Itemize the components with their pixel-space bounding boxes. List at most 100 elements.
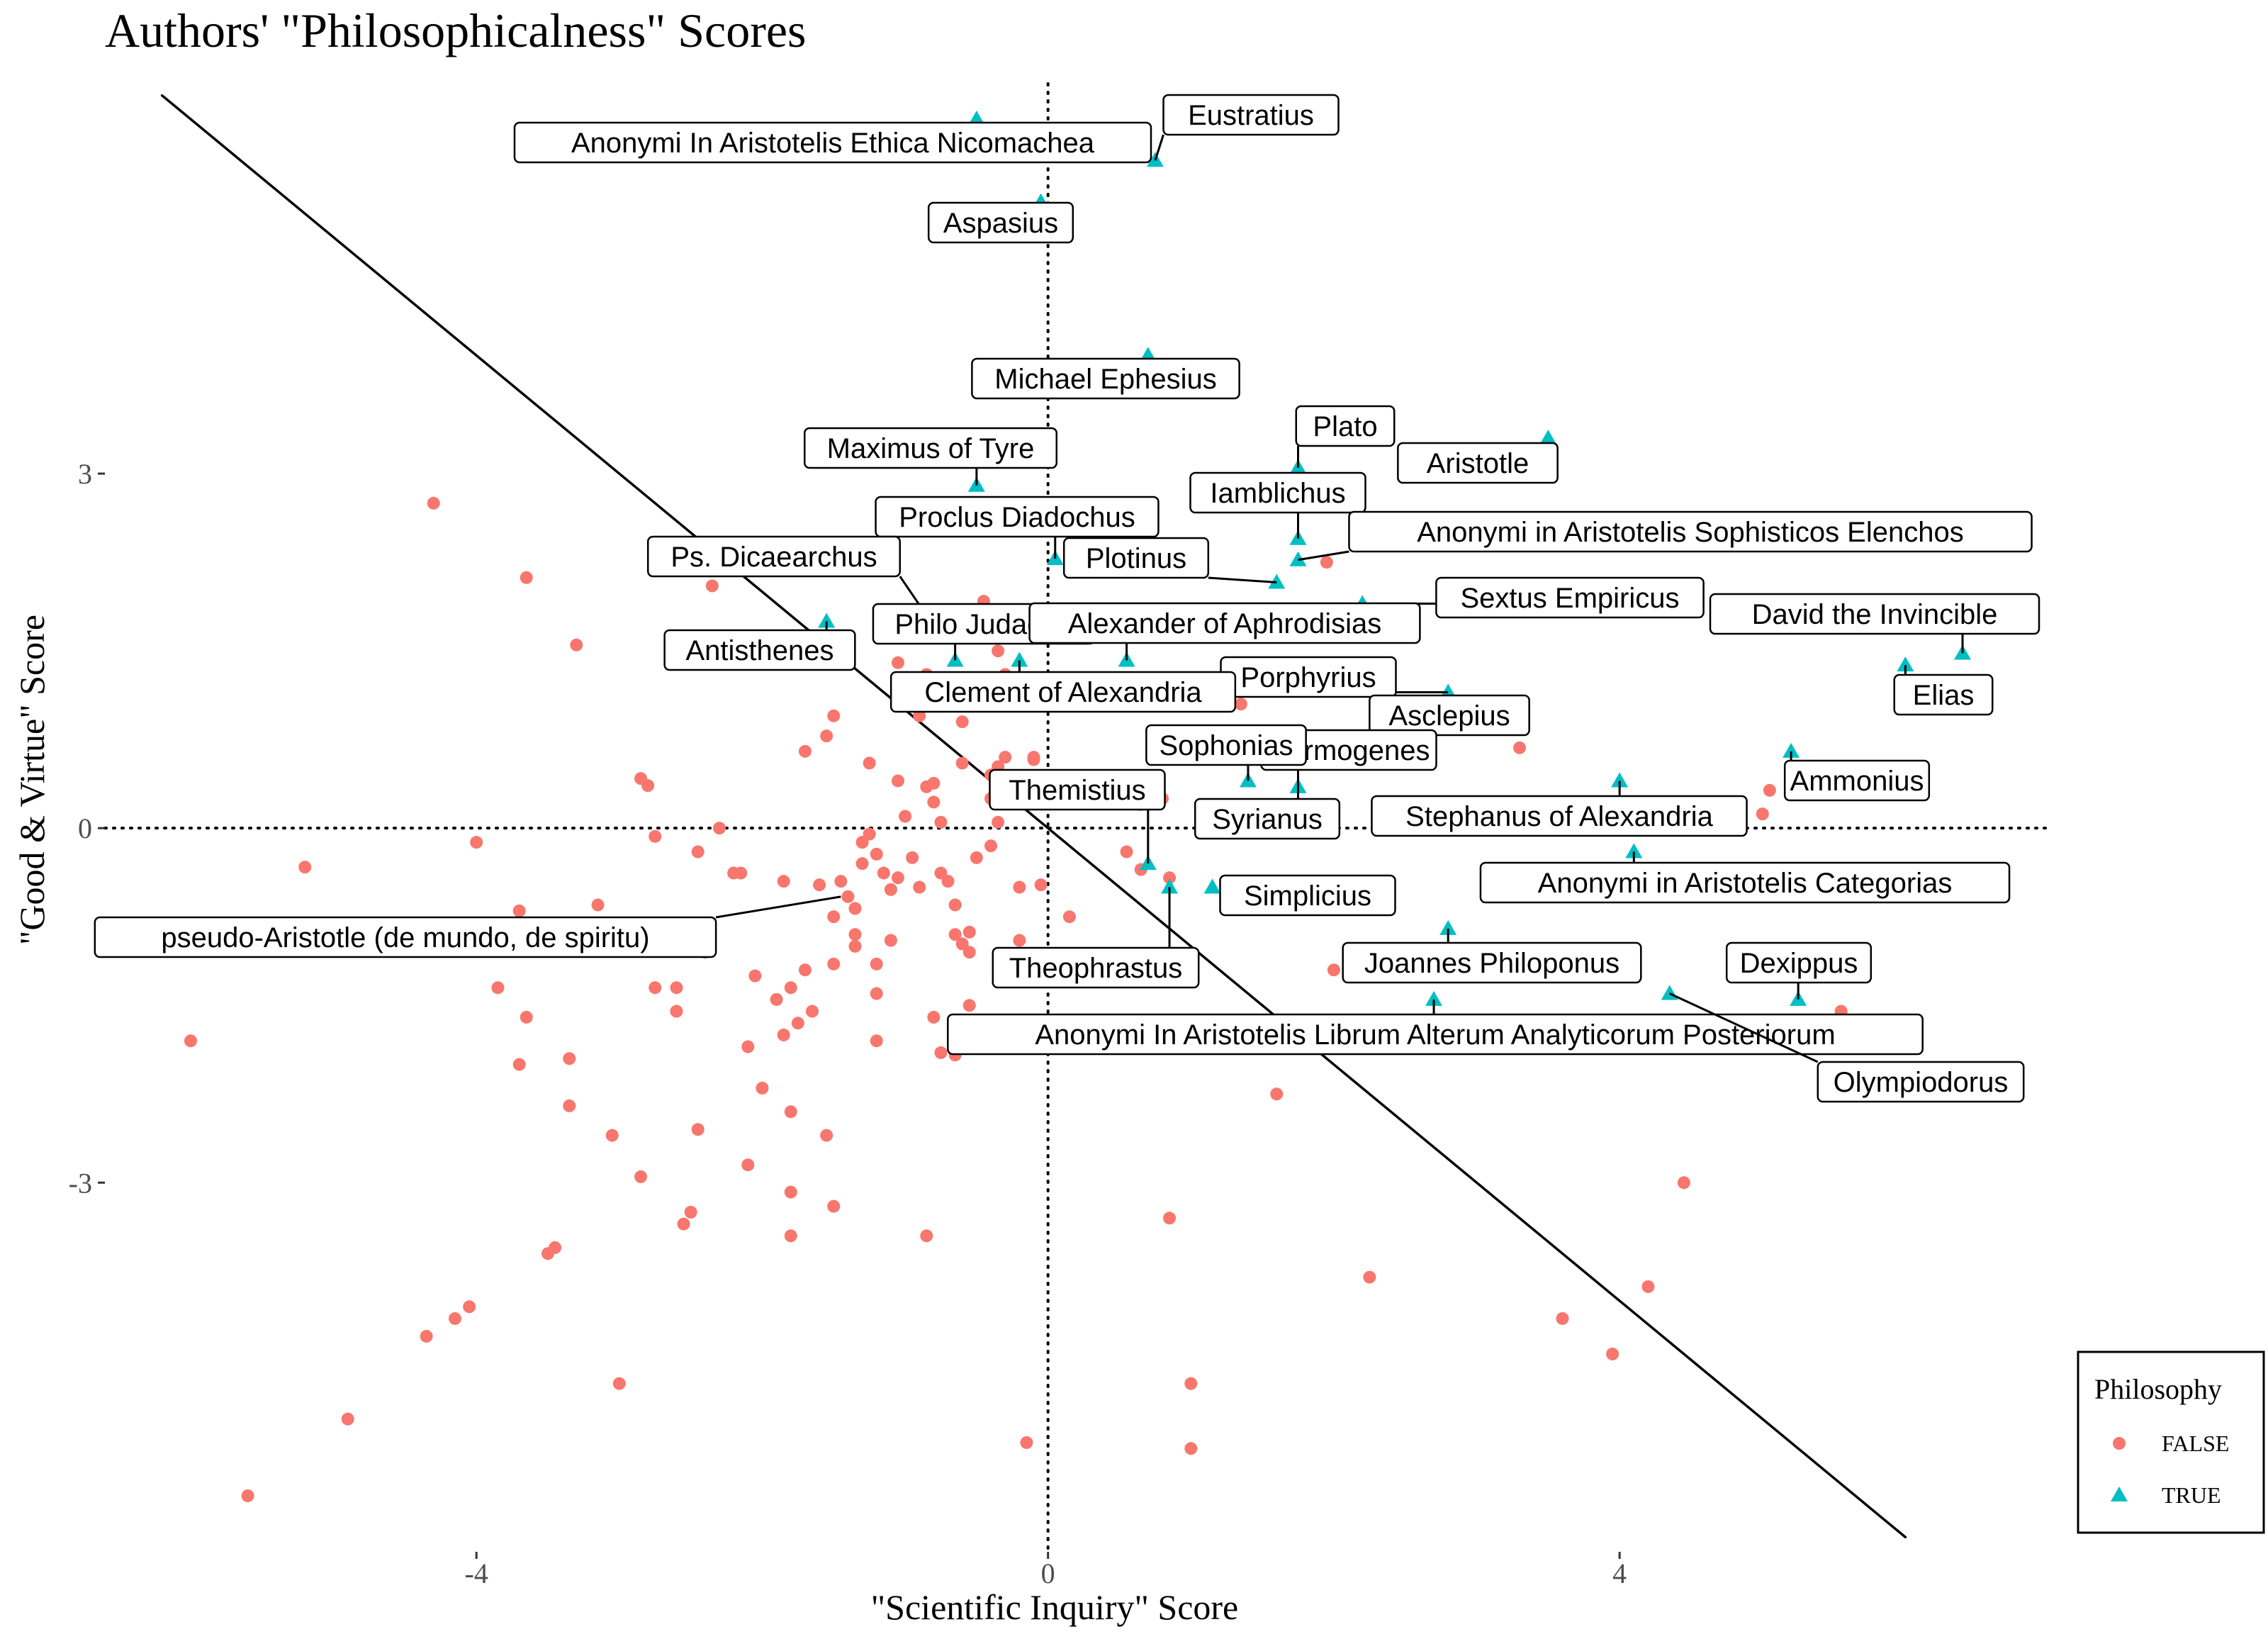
philosophy-false-point bbox=[549, 1241, 562, 1254]
point-label-text: Anonymi in Aristotelis Sophisticos Elenc… bbox=[1417, 517, 1963, 548]
philosophy-false-point bbox=[934, 866, 948, 880]
philosophy-false-point bbox=[955, 756, 969, 770]
philosophy-false-point bbox=[1556, 1311, 1569, 1325]
philosophy-false-point bbox=[1163, 1212, 1177, 1225]
philosophy-false-point bbox=[491, 981, 505, 995]
philosophy-true-point bbox=[1439, 919, 1457, 935]
point-label-text: Ps. Dicaearchus bbox=[670, 542, 877, 573]
philosophy-false-point bbox=[962, 946, 976, 959]
point-label: Anonymi in Aristotelis Sophisticos Elenc… bbox=[1348, 510, 2033, 553]
philosophy-true-point bbox=[1539, 430, 1557, 445]
point-label: Themistius bbox=[989, 768, 1166, 811]
philosophy-false-point bbox=[691, 845, 704, 858]
point-label-text: Aristotle bbox=[1427, 448, 1529, 479]
philosophy-false-point bbox=[920, 1229, 933, 1243]
point-label: Theophrastus bbox=[992, 946, 1200, 989]
data-points bbox=[184, 111, 1972, 1502]
point-label: Michael Ephesius bbox=[971, 357, 1240, 400]
philosophy-false-point bbox=[448, 1311, 461, 1325]
label-leader-line bbox=[1298, 550, 1349, 561]
point-label: pseudo-Aristotle (de mundo, de spiritu) bbox=[94, 916, 717, 958]
philosophy-false-point bbox=[927, 776, 941, 790]
philosophy-false-point bbox=[870, 847, 883, 861]
point-label-text: Plato bbox=[1313, 411, 1377, 442]
philosophy-false-point bbox=[813, 878, 826, 892]
philosophy-true-point bbox=[1783, 742, 1800, 758]
point-label-box bbox=[663, 629, 856, 671]
philosophy-false-point bbox=[884, 934, 897, 947]
point-label: Proclus Diadochus bbox=[875, 496, 1160, 538]
point-label-box bbox=[1893, 673, 1994, 716]
philosophy-false-point bbox=[1062, 910, 1076, 924]
philosophy-false-point bbox=[1270, 1087, 1284, 1101]
philosophy-false-point bbox=[955, 937, 969, 951]
point-label-text: Clement of Alexandria bbox=[924, 677, 1202, 708]
y-tick-label: -3 bbox=[69, 1167, 92, 1199]
philosophy-false-point bbox=[870, 987, 883, 1000]
point-label: Plotinus bbox=[1062, 537, 1210, 579]
philosophy-false-point bbox=[934, 1046, 948, 1059]
philosophy-false-point bbox=[1120, 845, 1133, 858]
point-label-text: Stephanus of Alexandria bbox=[1405, 801, 1713, 832]
philosophy-false-point bbox=[992, 815, 1005, 829]
x-axis-title: "Scientific Inquiry" Score bbox=[871, 1587, 1238, 1627]
philosophy-true-point bbox=[1425, 990, 1443, 1006]
point-label-box bbox=[1369, 694, 1530, 737]
philosophy-false-point bbox=[1763, 783, 1776, 797]
abline-reference-line bbox=[160, 94, 1907, 1539]
point-label-box bbox=[1162, 94, 1340, 136]
philosophy-false-point bbox=[870, 1034, 883, 1048]
point-label-text: Proclus Diadochus bbox=[899, 502, 1135, 533]
point-label: Sextus Empiricus bbox=[1435, 576, 1705, 619]
philosophy-false-point bbox=[906, 851, 919, 864]
point-label: Aspasius bbox=[927, 201, 1074, 244]
point-label: Porphyrius bbox=[1220, 656, 1397, 698]
philosophy-false-point bbox=[827, 910, 841, 924]
philosophy-false-point bbox=[884, 883, 897, 896]
philosophy-false-point bbox=[841, 890, 855, 903]
philosophy-false-point bbox=[913, 880, 926, 894]
point-label-box bbox=[1435, 576, 1705, 619]
philosophy-false-point bbox=[1234, 698, 1247, 711]
philosophy-false-point bbox=[1363, 1270, 1376, 1284]
axes: -4 0 4 -3 0 3 bbox=[69, 458, 1627, 1589]
philosophy-true-point bbox=[1203, 878, 1221, 894]
philosophy-false-point bbox=[784, 981, 797, 995]
philosophy-false-point bbox=[962, 925, 976, 939]
point-label: Maximus of Tyre bbox=[804, 427, 1057, 469]
label-leader-line bbox=[1154, 134, 1164, 161]
point-label-box bbox=[1371, 795, 1748, 837]
philosophy-false-point bbox=[855, 857, 869, 871]
philosophy-false-point bbox=[1641, 1280, 1655, 1293]
philosophy-false-point bbox=[677, 1217, 690, 1231]
point-label-box bbox=[971, 357, 1240, 400]
philosophy-false-point bbox=[1320, 556, 1333, 569]
point-label-box bbox=[1219, 874, 1396, 917]
point-label-box bbox=[1189, 471, 1366, 514]
point-label-box bbox=[647, 535, 901, 578]
philosophy-false-point bbox=[992, 644, 1005, 658]
philosophy-false-point bbox=[848, 928, 862, 941]
philosophy-false-point bbox=[563, 1052, 576, 1065]
philosophy-false-point bbox=[634, 1170, 648, 1183]
philosophy-false-point bbox=[705, 579, 719, 593]
point-label-text: Alexander of Aphrodisias bbox=[1068, 608, 1382, 639]
y-tick-label: 3 bbox=[78, 458, 92, 490]
point-label-text: Aspasius bbox=[943, 208, 1058, 239]
point-label: Stephanus of Alexandria bbox=[1371, 795, 1748, 837]
point-label-text: Iamblichus bbox=[1210, 478, 1345, 509]
legend-box bbox=[2077, 1350, 2265, 1534]
philosophy-false-point bbox=[863, 756, 876, 770]
philosophy-false-point bbox=[827, 709, 841, 722]
point-label-box bbox=[1028, 602, 1421, 644]
point-label-text: Ammonius bbox=[1790, 766, 1924, 797]
philosophy-false-point bbox=[520, 571, 533, 584]
point-label: Ps. Dicaearchus bbox=[647, 535, 901, 578]
point-label: Aristotle bbox=[1397, 442, 1559, 484]
philosophy-false-point bbox=[848, 902, 862, 915]
philosophy-false-point bbox=[420, 1329, 433, 1343]
philosophy-false-point bbox=[1013, 934, 1026, 947]
label-leader-line bbox=[1208, 576, 1277, 583]
